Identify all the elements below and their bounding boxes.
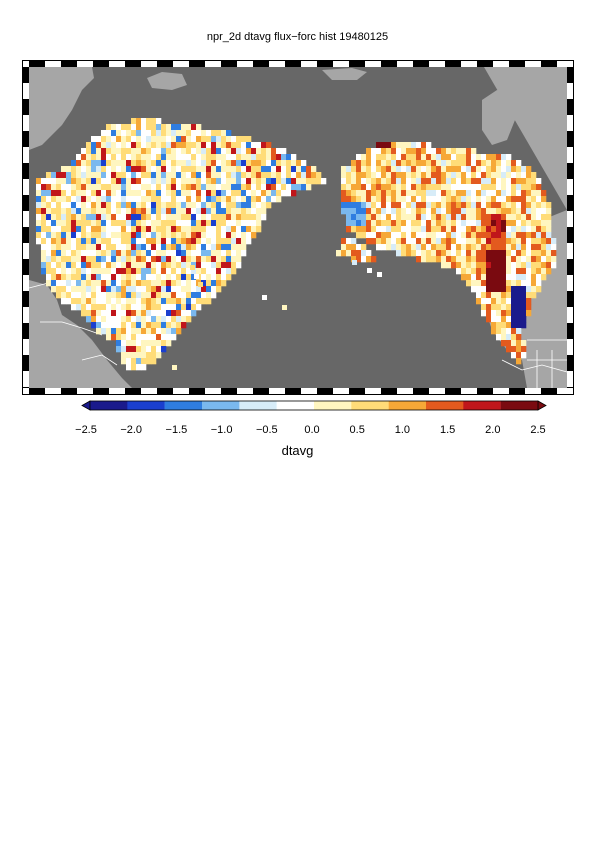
colorbar-tick-label: 1.5 bbox=[439, 424, 456, 436]
map-panel bbox=[22, 60, 574, 395]
map-canvas bbox=[22, 60, 574, 395]
colorbar-segment bbox=[239, 401, 277, 410]
colorbar-segment bbox=[463, 401, 501, 410]
colorbar-tick-label: −1.0 bbox=[210, 424, 233, 436]
colorbar-tick-label: −2.0 bbox=[120, 424, 143, 436]
colorbar-tick-label: 0.5 bbox=[349, 424, 365, 436]
colorbar-tick-label: 2.0 bbox=[485, 424, 501, 436]
colorbar-title: dtavg bbox=[281, 443, 314, 458]
colorbar-segment bbox=[500, 401, 539, 410]
colorbar-tick-label: −2.5 bbox=[75, 424, 97, 436]
colorbar-segment bbox=[90, 401, 128, 410]
colorbar-tick-label: 2.5 bbox=[530, 424, 546, 436]
colorbar-tick-label: −1.5 bbox=[165, 424, 188, 436]
colorbar-segment bbox=[426, 401, 464, 410]
colorbar-tick-label: −0.5 bbox=[255, 424, 278, 436]
colorbar-segment bbox=[202, 401, 240, 410]
map-title: npr_2d dtavg flux−forc hist 19480125 bbox=[206, 31, 389, 43]
data-cells bbox=[36, 118, 557, 371]
colorbar-segment bbox=[314, 401, 352, 410]
colorbar-max-arrow bbox=[537, 400, 547, 411]
colorbar-segment bbox=[388, 401, 427, 410]
colorbar-min-arrow bbox=[81, 400, 91, 411]
colorbar-bar bbox=[81, 400, 547, 411]
colorbar-segment bbox=[127, 401, 165, 410]
colorbar-segment bbox=[164, 401, 203, 410]
colorbar-tick-label: 0.0 bbox=[304, 424, 320, 436]
colorbar bbox=[0, 396, 595, 466]
colorbar-segment bbox=[276, 401, 315, 410]
colorbar-segment bbox=[351, 401, 389, 410]
colorbar-tick-label: 1.0 bbox=[394, 424, 411, 436]
